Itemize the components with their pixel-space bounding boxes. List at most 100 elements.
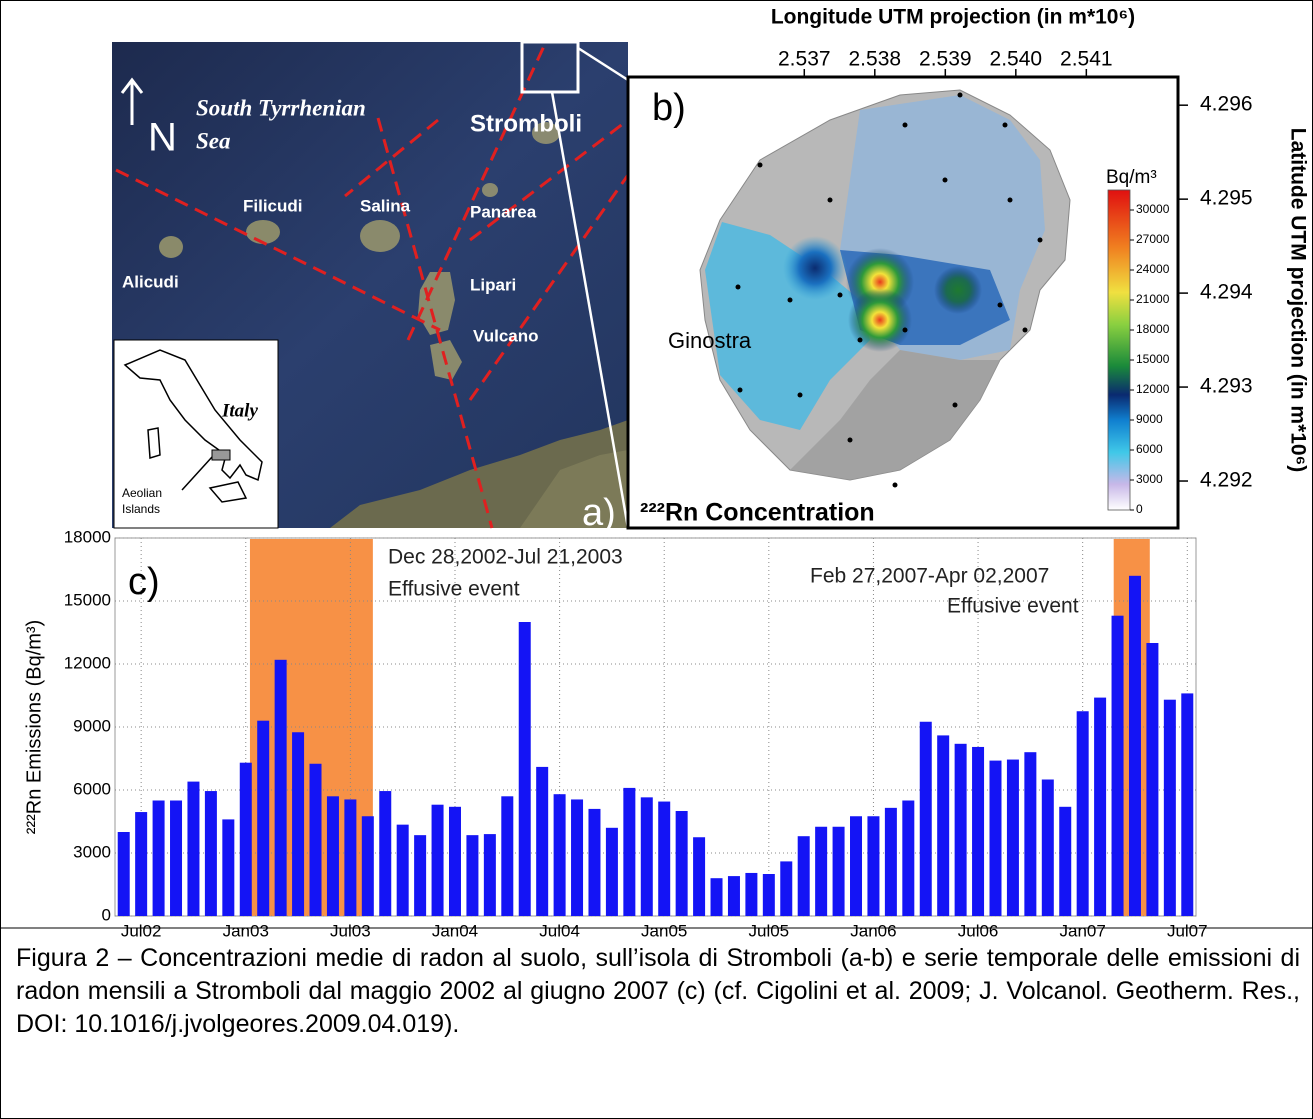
island-label: Salina xyxy=(360,196,411,215)
x-tick-label: Jul03 xyxy=(330,921,371,940)
bar xyxy=(989,760,1002,916)
bar xyxy=(850,816,863,916)
bar xyxy=(762,874,775,916)
bar xyxy=(797,836,810,916)
bar xyxy=(658,801,671,916)
island-label: Vulcano xyxy=(473,326,539,345)
bar xyxy=(571,799,584,916)
north-label: N xyxy=(148,116,177,160)
x-tick-label: Jul07 xyxy=(1167,921,1208,940)
x-tick-label: Jul05 xyxy=(749,921,790,940)
bar xyxy=(135,812,148,916)
bar xyxy=(1076,711,1089,916)
colorbar-tick-label: 21000 xyxy=(1136,292,1170,306)
colorbar-tick-label: 9000 xyxy=(1136,412,1163,426)
bar xyxy=(379,791,392,916)
bar xyxy=(1111,615,1124,916)
x-tick-label: Jan07 xyxy=(1060,921,1106,940)
bar xyxy=(1006,759,1019,916)
x-tick-label: Jul04 xyxy=(539,921,580,940)
annotation: Effusive event xyxy=(388,578,520,601)
y-tick-label: 6000 xyxy=(73,779,111,798)
panel-label: c) xyxy=(128,561,160,603)
x-tick-label: Jan06 xyxy=(850,921,896,940)
bar xyxy=(727,876,740,916)
inset-region: Aeolian xyxy=(122,486,162,500)
colorbar-tick-label: 30000 xyxy=(1136,202,1170,216)
colorbar-tick-label: 27000 xyxy=(1136,232,1170,246)
bar xyxy=(745,872,758,916)
bar xyxy=(588,808,601,916)
bar xyxy=(780,861,793,916)
bar xyxy=(832,826,845,916)
y-tick-label: 0 xyxy=(102,905,111,924)
panel-label: b) xyxy=(652,87,686,129)
inset-region: Islands xyxy=(122,502,160,516)
y-tick-label: 4.295 xyxy=(1200,187,1253,210)
bar xyxy=(902,800,915,916)
x-tick-label: Jan03 xyxy=(223,921,269,940)
x-tick-label: 2.540 xyxy=(990,48,1043,71)
bar xyxy=(972,746,985,916)
colorbar-title: Bq/m³ xyxy=(1106,167,1157,188)
y-axis-label: ²²²Rn Emissions (Bq/m³) xyxy=(23,620,45,834)
bar xyxy=(292,732,305,916)
bar xyxy=(1163,699,1176,916)
bar xyxy=(553,794,566,916)
map-a xyxy=(112,40,630,529)
bar xyxy=(518,622,531,916)
colorbar-tick-label: 6000 xyxy=(1136,442,1163,456)
x-tick-label: Jul02 xyxy=(121,921,162,940)
y-tick-label: 12000 xyxy=(64,653,111,672)
bar xyxy=(222,819,235,916)
y-tick-label: 9000 xyxy=(73,716,111,735)
bar xyxy=(170,800,183,916)
bar xyxy=(867,816,880,916)
bar xyxy=(937,735,950,916)
bar xyxy=(605,827,618,916)
y-axis-title: Latitude UTM projection (in m*10⁶) xyxy=(1286,128,1309,473)
colorbar-tick-label: 15000 xyxy=(1136,352,1170,366)
x-tick-label: 2.541 xyxy=(1060,48,1113,71)
panel-label: a) xyxy=(582,492,616,534)
bar xyxy=(117,832,130,916)
bar xyxy=(710,878,723,916)
bar xyxy=(693,837,706,916)
bar xyxy=(1041,779,1054,916)
map-b xyxy=(626,75,1180,530)
y-tick-label: 4.293 xyxy=(1200,375,1253,398)
bar xyxy=(640,797,653,916)
bar xyxy=(1059,806,1072,916)
x-tick-label: 2.537 xyxy=(778,48,831,71)
colorbar-tick-label: 0 xyxy=(1136,502,1143,516)
bar xyxy=(675,811,688,916)
bar xyxy=(448,806,461,916)
bar xyxy=(361,816,374,916)
bar xyxy=(1024,752,1037,916)
sea-label: South Tyrrhenian xyxy=(196,95,366,120)
annotation: Effusive event xyxy=(947,595,1079,618)
annotation: Dec 28,2002-Jul 21,2003 xyxy=(388,546,623,569)
bar xyxy=(1094,697,1107,916)
map-title: ²²²Rn Concentration xyxy=(640,499,875,527)
bar xyxy=(396,824,409,916)
bar xyxy=(884,807,897,916)
annotation: Feb 27,2007-Apr 02,2007 xyxy=(810,565,1049,588)
bar xyxy=(1128,575,1141,916)
island-label: Alicudi xyxy=(122,272,179,291)
y-tick-label: 15000 xyxy=(64,590,111,609)
place-label: Ginostra xyxy=(668,328,752,353)
x-tick-label: Jan04 xyxy=(432,921,478,940)
bar xyxy=(431,804,444,916)
colorbar-tick-label: 3000 xyxy=(1136,472,1163,486)
island-label: Lipari xyxy=(470,275,516,294)
inset-country: Italy xyxy=(221,400,258,421)
bar xyxy=(309,763,322,916)
bar xyxy=(919,721,932,916)
caption: Figura 2 – Concentrazioni medie di radon… xyxy=(16,944,1300,1038)
bar xyxy=(414,835,427,916)
x-axis-title: Longitude UTM projection (in m*10⁶) xyxy=(771,6,1135,29)
bar xyxy=(501,796,514,916)
